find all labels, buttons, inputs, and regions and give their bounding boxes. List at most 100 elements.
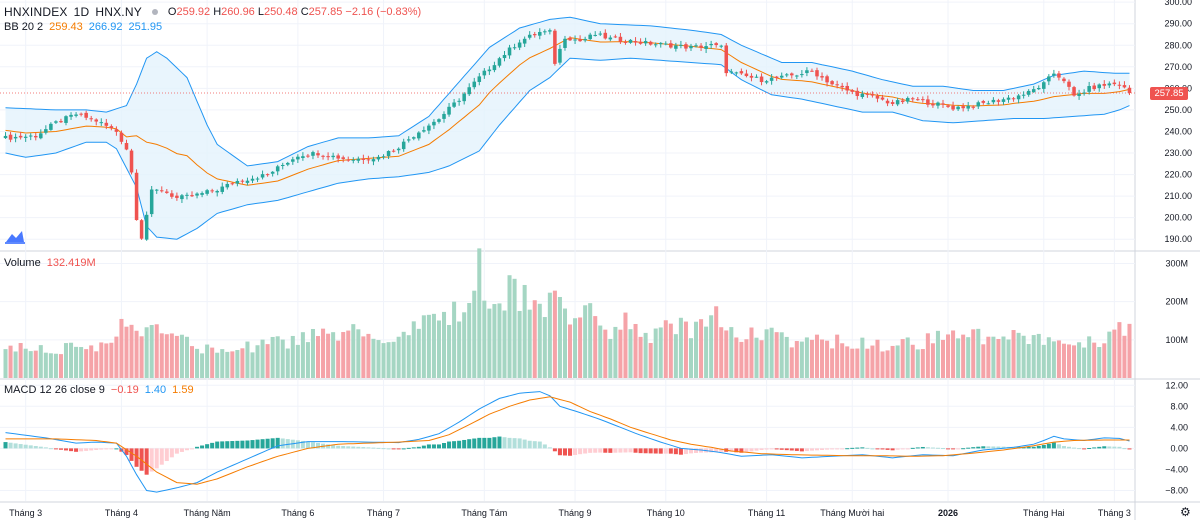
candle-body [1052,73,1056,76]
volume-bar [462,312,467,378]
candle-body [326,156,330,158]
volume-bar [58,354,63,378]
candle-body [805,70,809,74]
candle-body [669,43,673,48]
volume-bar [3,349,8,378]
candle-body [699,45,703,48]
volume-bar [749,327,754,378]
macd-histogram-bar [487,437,492,449]
time-axis-tick: Tháng 10 [647,508,685,518]
volume-bar [457,321,462,378]
candle-body [23,136,28,138]
volume-value: 132.419M [46,257,96,269]
macd-histogram-bar [462,439,467,449]
volume-bar [124,326,129,378]
macd-histogram-bar [910,447,915,449]
bb-legend[interactable]: BB 20 2 259.43 266.92 251.95 [4,21,162,33]
macd-histogram-bar [588,448,593,453]
macd-histogram-bar [840,448,845,450]
macd-histogram-bar [124,448,129,455]
time-axis-tick: Tháng 7 [367,508,400,518]
macd-histogram-bar [295,440,300,449]
candle-body [457,100,461,102]
volume-bar [492,304,497,378]
volume-bar [714,306,719,378]
macd-histogram-bar [814,448,820,451]
macd-legend[interactable]: MACD 12 26 close 9 −0.19 1.40 1.59 [4,384,194,396]
candle-body [200,193,204,195]
candle-body [694,45,698,47]
candle-body [704,46,708,49]
volume-bar [759,340,764,378]
candle-body [593,34,597,36]
macd-histogram-bar [23,444,28,449]
macd-histogram-bar [447,441,452,449]
candle-body [880,97,885,100]
candle-body [598,33,603,35]
volume-bar [305,342,310,378]
volume-bar [920,349,925,378]
volume-bar [38,345,43,378]
price-axis-tick: 300.00 [1164,0,1192,7]
macd-histogram-bar [184,448,189,451]
macd-histogram-bar [1112,446,1117,449]
candle-body [109,126,114,129]
volume-bar [820,339,825,378]
macd-histogram-bar [688,448,694,454]
interval-label[interactable]: 1D [73,5,90,19]
volume-bar [48,353,53,378]
volume-bar [235,350,240,378]
candle-body [926,99,930,105]
macd-histogram-bar [573,448,578,455]
volume-bar [643,332,648,378]
macd-histogram-bar [683,448,688,455]
tradingview-logo-icon[interactable] [4,228,26,246]
volume-bar [966,337,971,378]
volume-legend[interactable]: Volume 132.419M [4,257,96,269]
macd-histogram-bar [946,448,951,450]
time-axis-tick: Tháng Tám [461,508,507,518]
macd-axis-tick: 12.00 [1165,380,1188,390]
volume-bar [184,336,189,378]
macd-histogram-bar [613,448,618,453]
macd-histogram-bar [245,440,250,449]
candle-body [976,102,981,107]
candle-body [99,122,104,124]
macd-histogram-bar [452,441,457,449]
volume-bar [255,345,260,378]
volume-bar [1011,330,1016,378]
volume-bar [840,343,845,378]
volume-bar [537,303,542,378]
candle-body [376,156,381,160]
volume-bar [910,344,915,378]
macd-histogram-bar [33,446,38,449]
candle-body [104,122,109,126]
candle-body [321,155,325,157]
macd-histogram-bar [18,444,23,449]
volume-bar [1061,343,1066,378]
volume-bar [119,318,124,378]
macd-histogram-bar [477,437,482,449]
settings-gear-icon[interactable]: ⚙ [1180,505,1191,519]
volume-bar [688,338,694,378]
volume-bar [265,344,270,378]
candle-body [759,76,764,83]
volume-bar [89,345,94,378]
low-label: L [257,6,264,18]
candle-body [900,100,905,103]
volume-bar [431,313,436,378]
high-label: H [213,6,222,18]
candle-body [346,159,351,161]
volume-bar [719,327,724,378]
candle-body [210,190,214,192]
volume-bar [230,351,235,378]
macd-histogram-bar [769,448,774,450]
candle-body [291,159,295,162]
high-value: 260.96 [221,6,255,18]
macd-histogram-bar [593,448,598,453]
volume-bar [754,337,759,378]
exchange-label: HNX.NY [95,5,142,19]
macd-histogram-bar [300,440,305,449]
symbol-name[interactable]: HNXINDEX [4,5,68,19]
